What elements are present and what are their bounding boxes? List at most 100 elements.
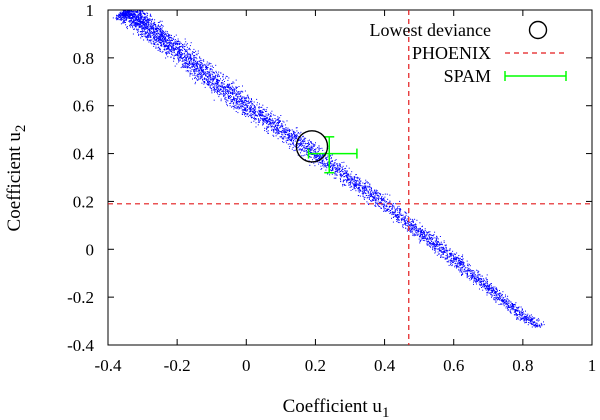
- sample-point: [398, 219, 399, 221]
- sample-point: [170, 50, 172, 52]
- sample-point: [142, 16, 144, 18]
- sample-point: [250, 102, 252, 104]
- sample-point: [259, 110, 261, 112]
- sample-point: [530, 318, 532, 320]
- sample-point: [382, 199, 384, 201]
- sample-point: [248, 96, 249, 98]
- sample-point: [461, 272, 463, 274]
- sample-point: [228, 96, 229, 98]
- sample-point: [293, 144, 295, 146]
- sample-point: [265, 113, 267, 115]
- sample-point: [482, 286, 484, 288]
- sample-point: [426, 243, 428, 245]
- sample-point: [140, 31, 141, 33]
- sample-point: [310, 147, 312, 149]
- sample-point: [197, 79, 199, 81]
- sample-point: [456, 264, 458, 266]
- sample-point: [289, 133, 291, 135]
- sample-point: [189, 53, 191, 55]
- sample-point: [489, 288, 491, 290]
- sample-point: [200, 66, 202, 68]
- sample-point: [305, 150, 307, 152]
- sample-point: [133, 16, 135, 18]
- sample-point: [150, 27, 152, 29]
- sample-point: [230, 88, 232, 90]
- sample-point: [361, 185, 363, 187]
- sample-point: [131, 24, 133, 26]
- sample-point: [157, 28, 158, 30]
- sample-point: [124, 14, 125, 16]
- sample-point: [251, 111, 253, 113]
- sample-point: [462, 266, 464, 268]
- sample-point: [232, 93, 234, 95]
- sample-point: [510, 305, 512, 307]
- sample-point: [469, 279, 471, 281]
- sample-point: [422, 236, 424, 238]
- sample-point: [214, 76, 216, 78]
- sample-point: [253, 117, 255, 119]
- sample-point: [389, 210, 391, 211]
- sample-point: [145, 22, 147, 24]
- sample-point: [143, 19, 145, 21]
- sample-point: [134, 21, 136, 23]
- sample-point: [281, 137, 283, 139]
- sample-point: [253, 112, 255, 114]
- sample-point: [223, 78, 225, 80]
- sample-point: [222, 86, 224, 87]
- sample-point: [426, 243, 428, 245]
- sample-point: [533, 317, 535, 319]
- sample-point: [376, 199, 378, 201]
- sample-point: [412, 222, 414, 223]
- sample-point: [282, 130, 284, 132]
- sample-point: [308, 146, 310, 148]
- sample-point: [236, 86, 238, 88]
- sample-point: [266, 127, 268, 129]
- sample-point: [337, 169, 339, 171]
- sample-point: [278, 125, 280, 126]
- sample-point: [211, 71, 213, 73]
- sample-point: [201, 63, 203, 65]
- sample-point: [473, 273, 475, 275]
- sample-point: [153, 45, 155, 47]
- sample-point: [236, 99, 238, 101]
- sample-point: [495, 297, 497, 299]
- sample-point: [168, 47, 170, 49]
- sample-point: [133, 21, 135, 23]
- sample-point: [331, 154, 333, 156]
- sample-point: [419, 241, 421, 242]
- sample-point: [502, 301, 504, 303]
- sample-point: [279, 127, 281, 129]
- sample-point: [185, 58, 187, 60]
- sample-point: [274, 128, 276, 130]
- sample-point: [476, 269, 478, 271]
- sample-point: [339, 168, 341, 170]
- sample-point: [374, 201, 376, 203]
- sample-point: [230, 101, 232, 103]
- sample-point: [372, 194, 374, 196]
- sample-point: [317, 161, 319, 163]
- sample-point: [539, 325, 541, 327]
- sample-point: [140, 22, 141, 24]
- sample-point: [367, 191, 369, 193]
- sample-point: [273, 135, 275, 137]
- sample-point: [437, 240, 439, 242]
- sample-point: [466, 260, 468, 262]
- sample-point: [296, 138, 298, 140]
- sample-point: [150, 24, 152, 26]
- sample-point: [269, 124, 271, 126]
- sample-point: [442, 253, 444, 255]
- sample-point: [171, 46, 173, 48]
- sample-point: [223, 92, 225, 94]
- sample-point: [185, 54, 187, 56]
- sample-point: [248, 108, 250, 110]
- sample-point: [435, 246, 437, 248]
- sample-point: [377, 202, 379, 204]
- sample-point: [480, 275, 482, 277]
- sample-point: [481, 281, 483, 283]
- sample-point: [149, 18, 151, 20]
- sample-point: [152, 23, 154, 25]
- sample-point: [404, 223, 406, 225]
- sample-point: [253, 106, 255, 108]
- sample-point: [509, 311, 511, 313]
- sample-point: [167, 47, 169, 49]
